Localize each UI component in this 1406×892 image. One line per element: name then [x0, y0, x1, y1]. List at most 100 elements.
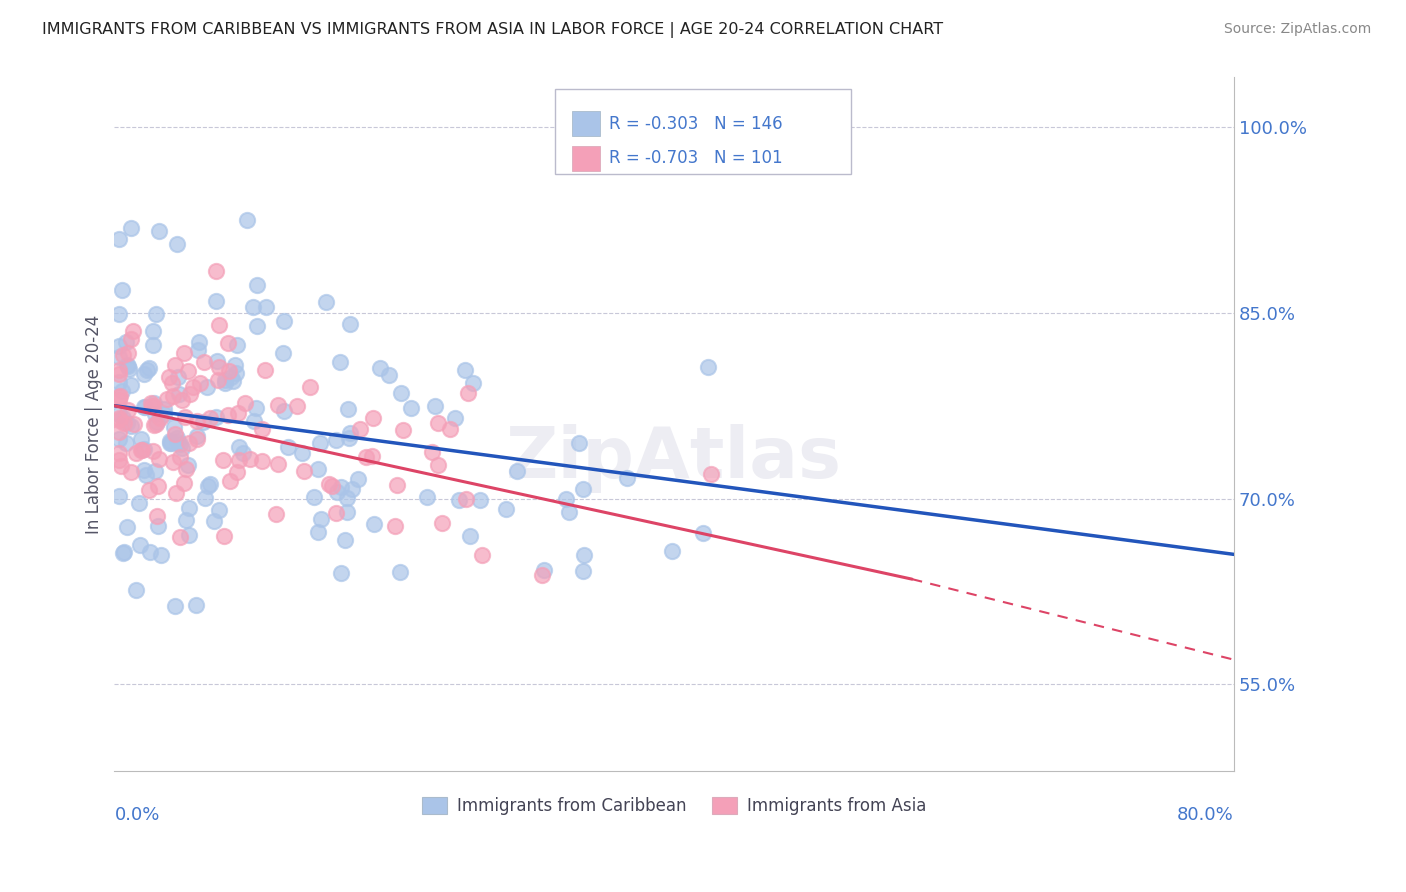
- Point: [169, 450, 191, 464]
- Point: [456, 492, 478, 507]
- Point: [118, 362, 141, 376]
- Point: [252, 422, 274, 436]
- Point: [697, 359, 720, 374]
- Point: [330, 480, 353, 494]
- Point: [423, 399, 446, 413]
- Point: [197, 479, 219, 493]
- Point: [208, 318, 231, 332]
- Point: [326, 485, 349, 500]
- Point: [115, 416, 138, 430]
- Point: [152, 407, 174, 421]
- Point: [266, 507, 288, 521]
- Point: [135, 468, 157, 483]
- Point: [176, 458, 198, 472]
- Point: [138, 360, 160, 375]
- Point: [122, 324, 145, 338]
- Point: [150, 549, 173, 563]
- Point: [174, 462, 197, 476]
- Point: [307, 462, 329, 476]
- Point: [572, 548, 595, 562]
- Point: [184, 598, 207, 612]
- Point: [128, 538, 150, 552]
- Point: [143, 464, 166, 478]
- Point: [166, 237, 188, 252]
- Text: IMMIGRANTS FROM CARIBBEAN VS IMMIGRANTS FROM ASIA IN LABOR FORCE | AGE 20-24 COR: IMMIGRANTS FROM CARIBBEAN VS IMMIGRANTS …: [42, 22, 943, 38]
- Point: [120, 466, 142, 480]
- Point: [191, 415, 214, 429]
- Point: [160, 435, 183, 450]
- Point: [117, 403, 139, 417]
- Point: [389, 566, 412, 580]
- Point: [125, 446, 148, 460]
- Point: [432, 516, 454, 531]
- Point: [285, 399, 308, 413]
- Point: [337, 431, 360, 445]
- Point: [149, 411, 172, 425]
- Point: [148, 452, 170, 467]
- Point: [163, 420, 186, 434]
- Point: [107, 232, 129, 246]
- Point: [143, 407, 166, 421]
- Point: [471, 548, 494, 562]
- Point: [568, 436, 591, 450]
- Point: [107, 339, 129, 353]
- Point: [142, 399, 165, 413]
- Point: [107, 390, 129, 404]
- Point: [447, 493, 470, 508]
- Point: [385, 478, 408, 492]
- Point: [120, 332, 142, 346]
- Point: [530, 568, 553, 582]
- Point: [329, 355, 352, 369]
- Point: [218, 364, 240, 378]
- Point: [307, 524, 329, 539]
- Point: [165, 358, 187, 372]
- Point: [211, 453, 233, 467]
- Point: [232, 446, 254, 460]
- Point: [177, 436, 200, 450]
- Point: [188, 376, 211, 391]
- Point: [361, 411, 384, 425]
- Point: [267, 398, 290, 412]
- Text: R = -0.703   N = 101: R = -0.703 N = 101: [609, 149, 782, 167]
- Point: [468, 492, 491, 507]
- Point: [202, 514, 225, 528]
- Point: [128, 496, 150, 510]
- Point: [368, 360, 391, 375]
- Point: [337, 401, 360, 416]
- Point: [325, 506, 347, 520]
- Point: [132, 463, 155, 477]
- Point: [460, 529, 482, 543]
- Point: [195, 379, 218, 393]
- Point: [169, 437, 191, 451]
- Point: [204, 410, 226, 425]
- Text: R = -0.303   N = 146: R = -0.303 N = 146: [609, 115, 782, 133]
- Point: [146, 478, 169, 492]
- Point: [226, 465, 249, 479]
- Point: [131, 442, 153, 457]
- Point: [169, 387, 191, 401]
- Point: [363, 516, 385, 531]
- Point: [129, 442, 152, 457]
- Point: [107, 432, 129, 446]
- Point: [427, 458, 450, 472]
- Point: [194, 491, 217, 505]
- Point: [204, 294, 226, 309]
- Point: [170, 441, 193, 455]
- Point: [110, 459, 132, 474]
- Point: [616, 471, 638, 485]
- Point: [336, 491, 359, 505]
- Point: [399, 401, 422, 416]
- Point: [159, 435, 181, 450]
- Point: [107, 393, 129, 408]
- Point: [143, 417, 166, 432]
- Point: [107, 425, 129, 439]
- Point: [122, 417, 145, 432]
- Point: [146, 415, 169, 429]
- Point: [217, 408, 239, 422]
- Point: [179, 387, 201, 401]
- Point: [349, 422, 371, 436]
- Point: [111, 347, 134, 361]
- Point: [422, 445, 444, 459]
- Point: [111, 384, 134, 398]
- Point: [699, 467, 721, 481]
